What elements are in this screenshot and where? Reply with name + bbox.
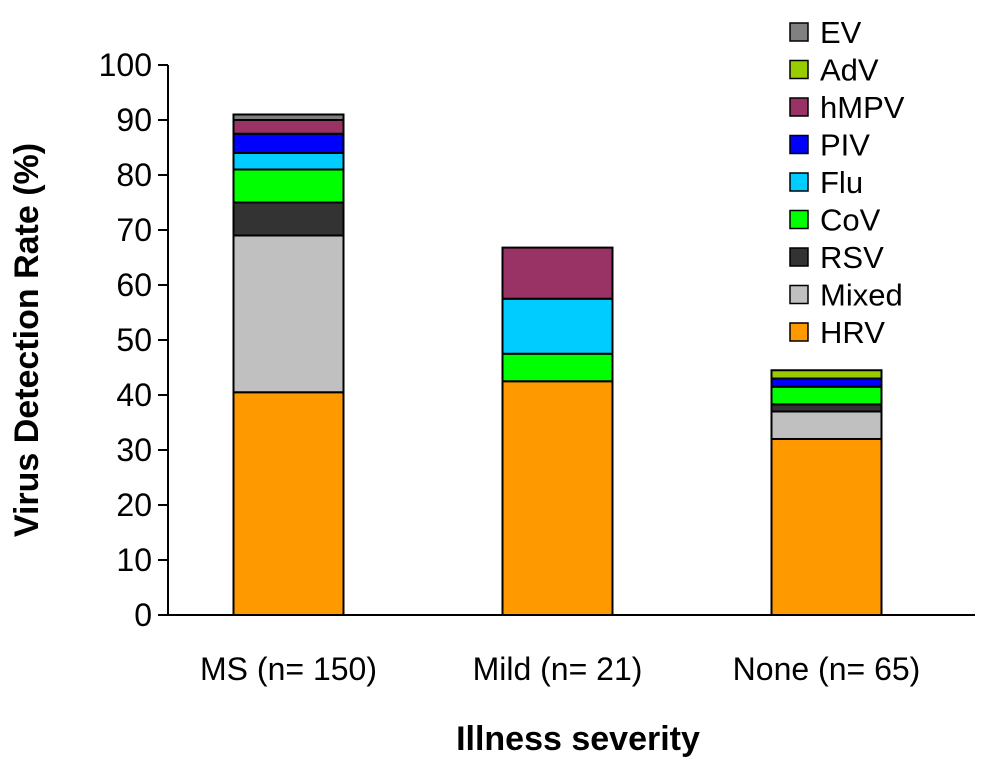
legend-swatch-hmpv xyxy=(789,97,809,117)
y-axis: 0 10 20 30 40 50 60 70 80 90 100 xyxy=(99,47,169,633)
x-tick-label: None (n= 65) xyxy=(733,651,921,687)
legend-swatch-rsv xyxy=(789,247,809,267)
y-tick-label: 0 xyxy=(134,597,152,633)
bar-segment-hrv-0 xyxy=(232,391,345,616)
bar-segment-adv-2 xyxy=(770,369,883,380)
x-tick-label: Mild (n= 21) xyxy=(473,651,643,687)
bar-segment-flu-1 xyxy=(501,297,614,355)
x-tick-label: MS (n= 150) xyxy=(200,651,377,687)
y-tick-label: 80 xyxy=(116,157,152,193)
y-tick-label: 70 xyxy=(116,212,152,248)
bar-segment-flu-0 xyxy=(232,152,345,171)
x-axis: MS (n= 150) Mild (n= 21) None (n= 65) xyxy=(168,614,975,687)
legend-swatch-piv xyxy=(789,134,809,155)
bar-segment-hmpv-0 xyxy=(232,119,345,135)
bar-segment-hmpv-1 xyxy=(501,246,614,300)
y-tick-label: 30 xyxy=(116,432,152,468)
y-tick-label: 100 xyxy=(99,47,152,83)
legend-swatch-flu xyxy=(789,172,809,192)
legend-label-ev: EV xyxy=(820,15,862,50)
bar-segment-cov-1 xyxy=(501,352,614,383)
legend-swatch-adv xyxy=(789,59,809,80)
bar-segment-hrv-2 xyxy=(770,438,883,616)
bar-segment-cov-2 xyxy=(770,385,883,406)
bar-segment-rsv-0 xyxy=(232,201,345,237)
y-tick-label: 60 xyxy=(116,267,152,303)
bar-segment-rsv-2 xyxy=(770,403,883,413)
y-tick-label: 20 xyxy=(116,487,152,523)
y-tick-label: 10 xyxy=(116,542,152,578)
bar-segment-mixed-2 xyxy=(770,410,883,440)
legend-label-hmpv: hMPV xyxy=(820,90,905,125)
legend-label-piv: PIV xyxy=(820,128,870,163)
legend-label-adv: AdV xyxy=(820,53,879,88)
y-tick-label: 50 xyxy=(116,322,152,358)
legend-label-cov: CoV xyxy=(820,203,881,238)
bar-segment-hrv-1 xyxy=(501,380,614,616)
y-axis-title: Virus Detection Rate (%) xyxy=(8,143,46,537)
bar-segment-piv-2 xyxy=(770,377,883,388)
legend-swatch-cov xyxy=(789,209,809,230)
legend-label-rsv: RSV xyxy=(820,240,884,275)
legend-swatch-ev xyxy=(789,22,809,42)
legend-swatch-mixed xyxy=(789,284,809,305)
bar-segment-mixed-0 xyxy=(232,234,345,394)
bars xyxy=(232,113,883,616)
legend-swatch-hrv xyxy=(789,322,809,342)
legend-label-flu: Flu xyxy=(820,165,863,200)
legend-label-hrv: HRV xyxy=(820,315,885,350)
bar-segment-ev-0 xyxy=(232,113,345,121)
y-tick-label: 40 xyxy=(116,377,152,413)
y-tick-label: 90 xyxy=(116,102,152,138)
bar-segment-cov-0 xyxy=(232,168,345,204)
x-axis-title: Illness severity xyxy=(456,720,700,758)
bar-segment-piv-0 xyxy=(232,132,345,154)
legend-label-mixed: Mixed xyxy=(820,278,903,313)
